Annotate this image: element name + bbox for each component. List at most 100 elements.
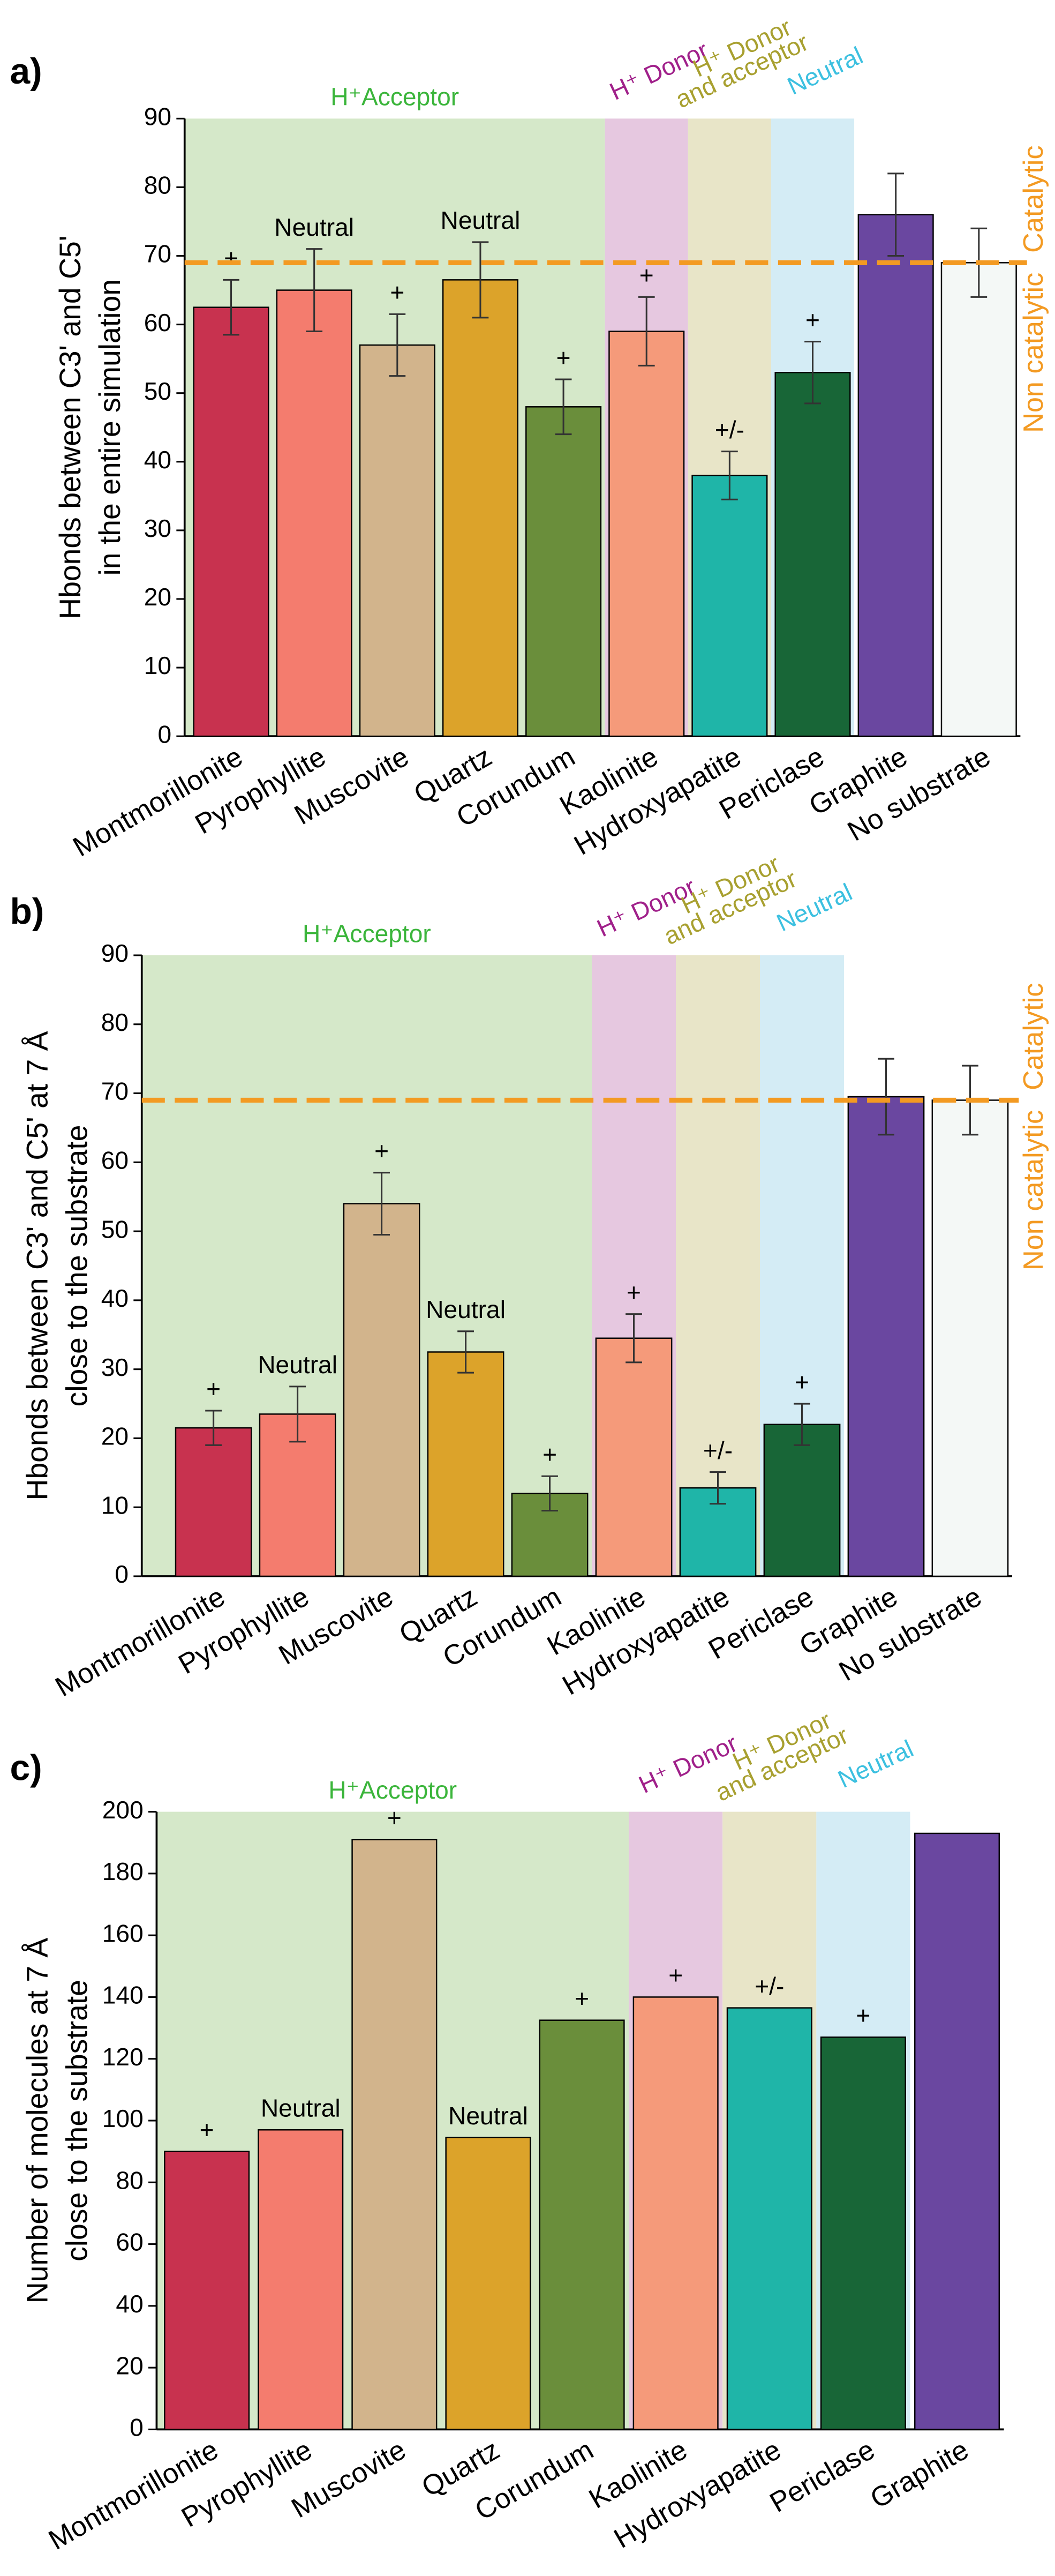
bar-label: +	[795, 1368, 809, 1396]
y-tick-label: 200	[102, 1796, 144, 1824]
error-bar	[223, 279, 239, 336]
bar-label: +	[575, 1985, 589, 2012]
bar	[914, 1832, 1000, 2430]
bar-label: +	[668, 1961, 683, 1989]
y-tick-label: 100	[102, 2105, 144, 2132]
y-tick-label: 140	[102, 1981, 144, 2009]
y-axis-label: Hbonds between C3' and C5' at 7 Å	[20, 1031, 54, 1500]
bar	[726, 2007, 812, 2430]
y-tick-label: 90	[101, 939, 129, 967]
bar-label: Neutral	[448, 2102, 528, 2130]
error-bar	[794, 1403, 810, 1446]
bar-label: Neutral	[261, 2094, 341, 2122]
error-bar	[887, 173, 905, 257]
threshold-label: Catalytic	[1018, 983, 1049, 1090]
y-tick-label: 70	[101, 1077, 129, 1105]
bar-label: Neutral	[274, 213, 354, 241]
y-tick-label: 80	[144, 171, 171, 199]
bar	[175, 1427, 252, 1577]
x-tick-label: Graphite	[865, 2434, 974, 2514]
bar-label: +	[627, 1278, 641, 1306]
bar-label: +	[556, 343, 571, 371]
bar-label: +	[387, 1804, 402, 1832]
bar	[343, 1203, 420, 1577]
error-bar	[306, 248, 323, 332]
error-bar	[472, 241, 489, 319]
bar	[763, 1424, 841, 1577]
error-bar	[710, 1471, 726, 1505]
bar-label: +	[542, 1441, 557, 1469]
bar-label: +	[390, 279, 404, 306]
y-tick-label: 40	[116, 2290, 143, 2318]
bar-label: +	[200, 2116, 214, 2144]
panel-label: a)	[10, 51, 42, 92]
bar	[608, 331, 685, 737]
bar	[427, 1351, 504, 1577]
bar	[774, 372, 851, 737]
bar-label: +/-	[703, 1436, 733, 1464]
bar	[276, 289, 352, 737]
y-tick-label: 90	[144, 103, 171, 131]
bar-label: +	[374, 1137, 389, 1165]
error-bar	[626, 1313, 642, 1364]
bar	[931, 1099, 1009, 1577]
y-axis-label: Number of molecules at 7 Å	[20, 1938, 54, 2304]
y-tick-label: 50	[101, 1215, 129, 1243]
bar-label: +	[856, 2002, 870, 2030]
error-bar	[289, 1386, 306, 1443]
bar-label: +	[639, 261, 654, 289]
y-tick-label: 120	[102, 2043, 144, 2071]
y-axis-label: close to the substrate	[60, 1980, 93, 2262]
y-axis-label: in the entire simulation	[93, 279, 126, 576]
panel-label: b)	[10, 892, 44, 932]
error-bar	[804, 341, 821, 405]
bar	[258, 2129, 344, 2430]
bar	[164, 2151, 250, 2430]
y-tick-label: 60	[101, 1147, 129, 1174]
y-tick-label: 30	[101, 1353, 129, 1381]
bar	[847, 1096, 925, 1577]
bar-label: Neutral	[258, 1351, 337, 1379]
y-tick-label: 10	[144, 652, 171, 679]
bar	[193, 306, 269, 737]
error-bar	[457, 1330, 474, 1374]
bar-label: +	[224, 244, 238, 272]
threshold-label: Non catalytic	[1018, 273, 1049, 433]
y-tick-label: 20	[101, 1422, 129, 1450]
error-bar	[638, 296, 655, 367]
y-axis-label: Hbonds between C3' and C5'	[54, 236, 87, 619]
region-label: H⁺Acceptor	[330, 83, 459, 111]
y-tick-label: 0	[130, 2414, 144, 2442]
y-tick-label: 0	[157, 720, 171, 748]
bar	[359, 344, 435, 737]
bar-label: Neutral	[426, 1296, 506, 1323]
bar	[940, 262, 1017, 737]
x-tick-label: Hydroxyapatite	[609, 2434, 786, 2554]
error-bar	[878, 1058, 894, 1136]
threshold-label: Catalytic	[1018, 146, 1049, 253]
bar	[691, 475, 768, 737]
region-label: H⁺Acceptor	[328, 1776, 457, 1804]
y-tick-label: 30	[144, 514, 171, 542]
y-tick-label: 160	[102, 1919, 144, 1947]
bar-label: Neutral	[441, 206, 521, 234]
bar	[857, 214, 934, 737]
threshold-label: Non catalytic	[1018, 1110, 1049, 1270]
y-tick-label: 180	[102, 1858, 144, 1885]
x-tick-label: Periclase	[765, 2434, 880, 2519]
y-tick-label: 70	[144, 240, 171, 268]
bar	[632, 1996, 719, 2430]
bar	[351, 1839, 438, 2430]
y-tick-label: 40	[101, 1284, 129, 1312]
y-tick-label: 50	[144, 377, 171, 405]
error-bar	[389, 313, 406, 377]
bar	[820, 2036, 906, 2430]
y-tick-label: 80	[101, 1008, 129, 1036]
bar	[445, 2137, 531, 2430]
y-tick-label: 40	[144, 446, 171, 474]
y-tick-label: 60	[116, 2228, 143, 2256]
y-tick-label: 20	[144, 583, 171, 611]
y-tick-label: 0	[115, 1560, 129, 1588]
bar-label: +/-	[755, 1972, 784, 2000]
